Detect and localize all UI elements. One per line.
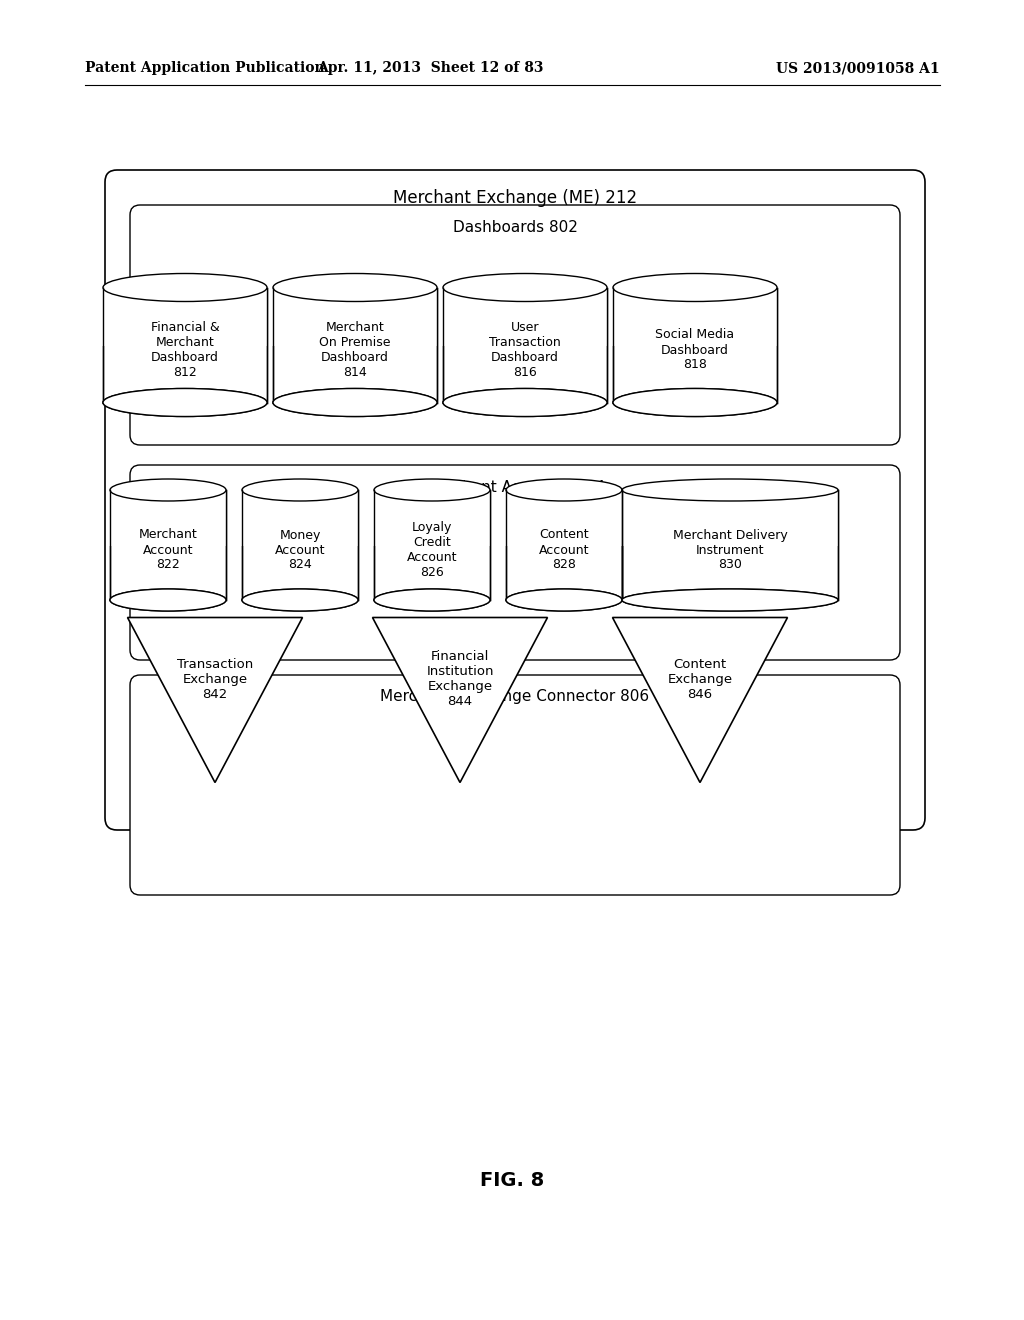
Ellipse shape	[110, 479, 226, 502]
Text: Financial
Institution
Exchange
844: Financial Institution Exchange 844	[426, 651, 494, 709]
FancyBboxPatch shape	[130, 465, 900, 660]
FancyBboxPatch shape	[130, 675, 900, 895]
Bar	[506, 490, 622, 601]
Ellipse shape	[242, 589, 358, 611]
Text: US 2013/0091058 A1: US 2013/0091058 A1	[776, 61, 940, 75]
Bar	[241, 490, 359, 546]
Ellipse shape	[103, 273, 267, 301]
Ellipse shape	[443, 388, 607, 417]
Ellipse shape	[506, 479, 622, 502]
Bar	[374, 490, 490, 601]
Text: Content
Exchange
846: Content Exchange 846	[668, 657, 732, 701]
Polygon shape	[612, 618, 787, 783]
Bar	[621, 490, 839, 546]
Ellipse shape	[506, 589, 622, 611]
Bar	[373, 490, 490, 546]
Text: Content
Account
828: Content Account 828	[539, 528, 589, 572]
Ellipse shape	[613, 273, 777, 301]
Ellipse shape	[110, 589, 226, 611]
Bar	[612, 288, 778, 346]
Ellipse shape	[242, 479, 358, 502]
Bar	[110, 490, 226, 601]
Text: Loyaly
Credit
Account
826: Loyaly Credit Account 826	[407, 521, 458, 579]
Ellipse shape	[443, 388, 607, 417]
Bar	[242, 490, 358, 601]
Bar	[505, 490, 623, 546]
Text: Merchant Accounts 804: Merchant Accounts 804	[425, 479, 605, 495]
Text: Money
Account
824: Money Account 824	[274, 528, 326, 572]
Ellipse shape	[506, 589, 622, 611]
Ellipse shape	[103, 388, 267, 417]
Text: Merchant
Account
822: Merchant Account 822	[138, 528, 198, 572]
Ellipse shape	[622, 479, 838, 502]
Bar	[272, 288, 438, 346]
Polygon shape	[128, 618, 302, 783]
Bar	[273, 288, 437, 403]
Text: Dashboards 802: Dashboards 802	[453, 219, 578, 235]
Bar	[443, 288, 607, 403]
Text: Merchant Delivery
Instrument
830: Merchant Delivery Instrument 830	[673, 528, 787, 572]
Bar	[622, 490, 838, 601]
Ellipse shape	[613, 388, 777, 417]
Ellipse shape	[443, 273, 607, 301]
FancyBboxPatch shape	[105, 170, 925, 830]
Text: Social Media
Dashboard
818: Social Media Dashboard 818	[655, 329, 734, 371]
Text: FIG. 8: FIG. 8	[480, 1171, 544, 1189]
FancyBboxPatch shape	[130, 205, 900, 445]
Ellipse shape	[374, 589, 490, 611]
Text: User
Transaction
Dashboard
816: User Transaction Dashboard 816	[489, 321, 561, 379]
Ellipse shape	[622, 589, 838, 611]
Polygon shape	[373, 618, 548, 783]
Text: Merchant Exchange (ME) 212: Merchant Exchange (ME) 212	[393, 189, 637, 207]
Text: Financial &
Merchant
Dashboard
812: Financial & Merchant Dashboard 812	[151, 321, 219, 379]
Bar	[109, 490, 227, 546]
Ellipse shape	[242, 589, 358, 611]
Ellipse shape	[374, 589, 490, 611]
Text: Transaction
Exchange
842: Transaction Exchange 842	[177, 657, 253, 701]
Bar	[613, 288, 777, 403]
Text: Merchant
On Premise
Dashboard
814: Merchant On Premise Dashboard 814	[319, 321, 391, 379]
Text: Patent Application Publication: Patent Application Publication	[85, 61, 325, 75]
Ellipse shape	[273, 273, 437, 301]
Text: Apr. 11, 2013  Sheet 12 of 83: Apr. 11, 2013 Sheet 12 of 83	[316, 61, 544, 75]
Ellipse shape	[103, 388, 267, 417]
Bar	[102, 288, 268, 346]
Bar	[442, 288, 608, 346]
Ellipse shape	[110, 589, 226, 611]
Bar	[103, 288, 267, 403]
Ellipse shape	[613, 388, 777, 417]
Ellipse shape	[374, 479, 490, 502]
Text: Merchant Exchange Connector 806: Merchant Exchange Connector 806	[381, 689, 649, 705]
Ellipse shape	[273, 388, 437, 417]
Ellipse shape	[273, 388, 437, 417]
Ellipse shape	[622, 589, 838, 611]
